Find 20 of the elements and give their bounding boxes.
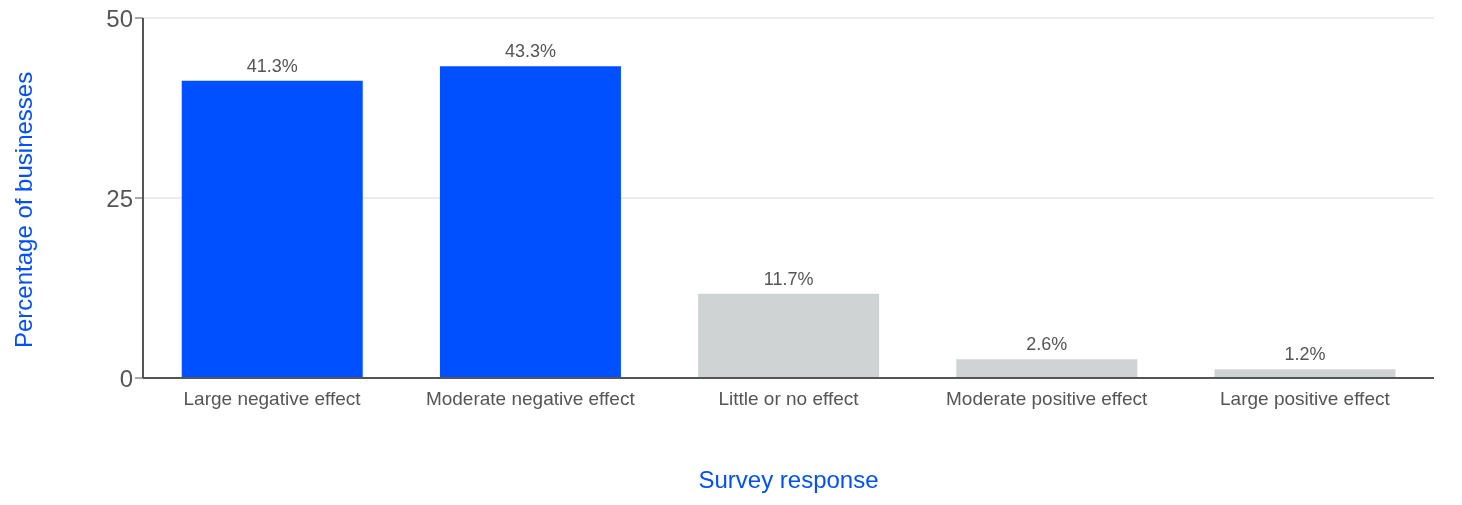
data-label: 11.7% bbox=[763, 268, 814, 289]
bar bbox=[698, 293, 880, 378]
data-label: 1.2% bbox=[1284, 344, 1326, 365]
data-label: 43.3% bbox=[504, 41, 556, 62]
x-tick-label: Moderate negative effect bbox=[425, 388, 636, 410]
y-tick-label: 0 bbox=[119, 364, 133, 392]
y-tick-label: 50 bbox=[106, 4, 133, 32]
x-axis-title: Survey response bbox=[698, 466, 879, 493]
bar bbox=[1214, 369, 1396, 378]
x-tick-label: Little or no effect bbox=[718, 388, 860, 410]
y-tick-label: 25 bbox=[106, 184, 133, 212]
x-tick-label: Moderate positive effect bbox=[946, 388, 1149, 410]
bar bbox=[181, 80, 363, 378]
x-tick-label: Large positive effect bbox=[1220, 388, 1391, 410]
y-axis-title: Percentage of businesses bbox=[9, 71, 37, 348]
data-label: 41.3% bbox=[246, 55, 298, 76]
bar bbox=[956, 359, 1138, 378]
x-tick-label: Large negative effect bbox=[183, 388, 362, 410]
bar bbox=[439, 66, 621, 378]
data-label: 2.6% bbox=[1026, 334, 1068, 355]
